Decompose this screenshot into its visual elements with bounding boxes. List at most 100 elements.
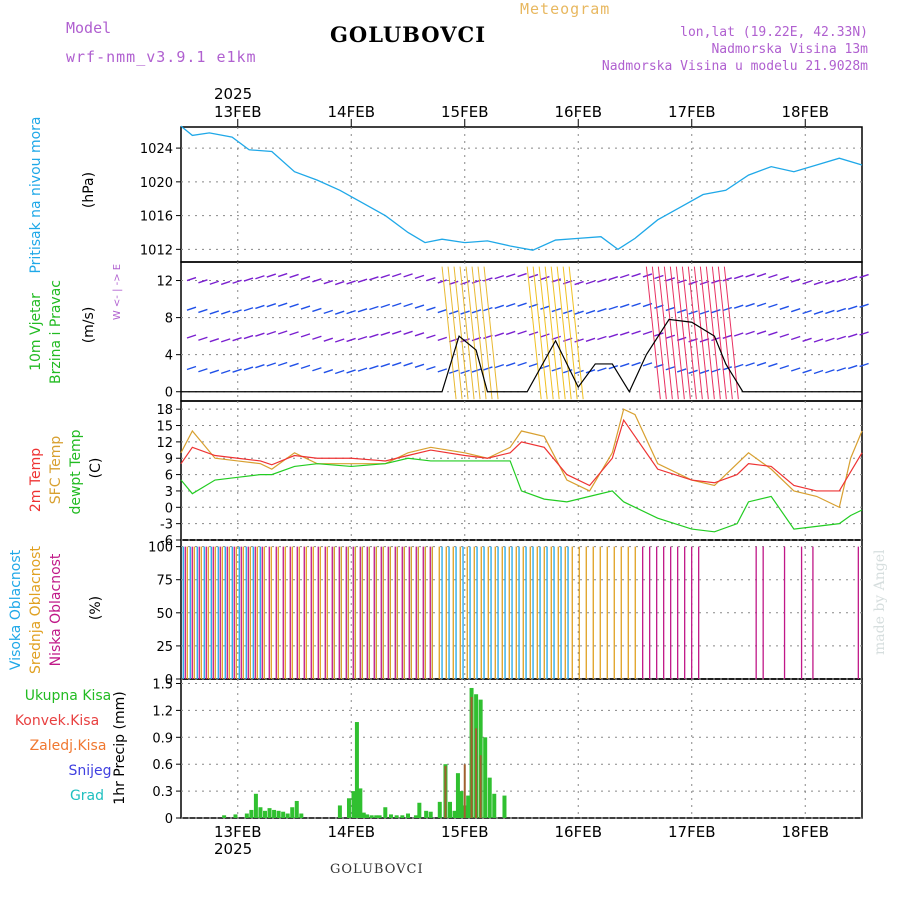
wind-barb: [847, 333, 858, 338]
footer-station: GOLUBOVCI: [330, 862, 424, 877]
wind-hatch: [550, 266, 566, 400]
wind-barb: [619, 362, 630, 368]
wind-barb: [608, 364, 619, 370]
wind-barb: [676, 308, 687, 314]
wind-barb: [255, 332, 265, 337]
temp-side-label-dewpt: dewpt Temp: [68, 429, 84, 514]
wind-barb: [357, 335, 368, 341]
date-label-bottom: 13FEB: [214, 823, 261, 841]
wind-hatch: [532, 266, 548, 400]
precip-bar: [413, 815, 418, 818]
wind-barb: [403, 362, 413, 367]
wind-barb: [334, 280, 345, 286]
meteogram-label: Meteogram: [520, 0, 611, 18]
wind-barb: [266, 303, 277, 308]
wind-barb: [711, 309, 721, 314]
y-tick-label: 1012: [140, 243, 173, 258]
precip-bar: [249, 809, 254, 818]
wind-barb: [540, 333, 550, 338]
wind-barb: [289, 362, 299, 368]
year-label-bottom: 2025: [214, 840, 252, 858]
wind-barb: [448, 369, 459, 374]
y-tick-label: 3: [165, 485, 173, 500]
wind-barb: [403, 302, 413, 308]
precip-bar: [492, 793, 497, 818]
wind-barb: [768, 303, 778, 308]
station-title: GOLUBOVCI: [330, 22, 487, 47]
wind-barb: [323, 337, 334, 342]
wind-barb: [346, 280, 356, 285]
wind-barb: [300, 305, 311, 310]
wind-barb: [414, 274, 425, 280]
precip-legend-item: Konvek.Kisa: [15, 713, 99, 729]
temp-unit-label: (C): [88, 458, 104, 479]
wind-barb: [722, 277, 733, 282]
wind-barb: [186, 306, 197, 311]
wind-hatch: [465, 266, 481, 400]
conv-precip-bar: [463, 764, 466, 818]
y-tick-label: 50: [156, 607, 173, 622]
wind-barb: [323, 369, 334, 374]
y-tick-label: 0.6: [152, 758, 173, 773]
wind-hatch: [645, 266, 661, 400]
precip-bar: [346, 798, 351, 818]
cloud-unit-label: (%): [88, 596, 104, 620]
wind-barb: [631, 361, 641, 367]
pressure-side-label: Pritisak na nivou mora: [28, 116, 44, 273]
wind-barb: [357, 278, 368, 283]
wind-barb: [665, 306, 676, 312]
wind-hatch: [705, 266, 721, 400]
wind-barb: [836, 335, 847, 341]
wind-barb: [722, 366, 733, 371]
precip-bar: [358, 788, 363, 818]
wind-barb: [243, 277, 254, 282]
precip-bar: [388, 814, 393, 818]
wind-barb: [243, 366, 254, 371]
wind-barb: [540, 364, 550, 370]
wind-barb: [779, 364, 790, 370]
precip-bar: [290, 807, 295, 818]
conv-precip-bar: [479, 755, 482, 818]
temp-side-label-sfc: SFC Temp: [48, 436, 64, 505]
wind-barb: [289, 331, 299, 336]
y-tick-label: 1024: [140, 142, 173, 157]
wind-barb: [779, 305, 790, 310]
wind-barb: [711, 279, 721, 284]
wind-barb: [733, 363, 744, 369]
wind-barb: [391, 330, 402, 335]
wind-hatch: [562, 266, 578, 400]
wind-barb: [300, 333, 311, 338]
y-tick-label: 4: [165, 349, 173, 364]
panel-frame-wind: [180, 261, 863, 402]
wind-barb: [608, 333, 619, 338]
precip-bar: [262, 810, 267, 818]
credit-label: made by Angel: [872, 549, 888, 656]
model-label: Model: [66, 19, 112, 37]
wind-barb: [585, 309, 596, 315]
precip-bar: [502, 795, 507, 818]
y-tick-label: 25: [156, 640, 173, 655]
wind-hatch: [699, 266, 715, 400]
wind-hatch: [447, 266, 463, 400]
wind-barb: [232, 337, 242, 342]
wind-barb: [494, 363, 505, 369]
wind-barb: [266, 362, 277, 367]
wind-barb: [220, 369, 231, 375]
wind-barb: [597, 308, 607, 313]
precip-bar: [466, 795, 471, 818]
wind-barb: [414, 332, 425, 337]
wind-barb: [403, 273, 413, 278]
wind-barb: [426, 277, 436, 282]
wind-barb: [414, 304, 425, 309]
wind-barb: [802, 369, 812, 374]
precip-bar: [281, 811, 286, 818]
date-label-bottom: 14FEB: [328, 823, 375, 841]
wind-barb: [642, 330, 653, 336]
precip-bar: [455, 773, 460, 818]
wind-barb: [198, 336, 208, 341]
wind-barb: [711, 368, 721, 373]
lonlat-label: lon,lat (19.22E, 42.33N): [680, 25, 868, 40]
precip-bar: [267, 808, 272, 818]
wind-barb: [722, 334, 733, 339]
wind-barb: [243, 334, 254, 340]
